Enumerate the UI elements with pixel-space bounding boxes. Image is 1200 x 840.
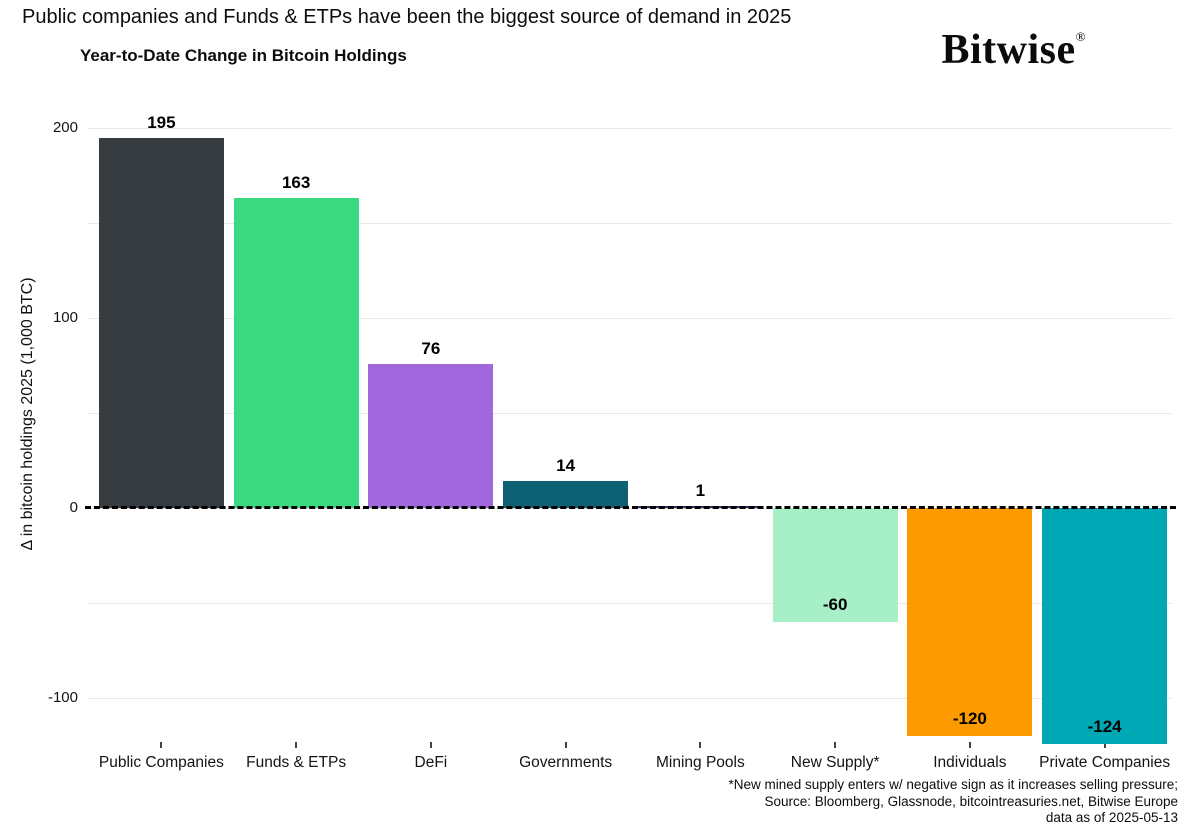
- bar-value-label: 195: [147, 112, 176, 132]
- x-axis-label-individuals: Individuals: [933, 754, 1007, 771]
- x-axis-label-private-companies: Private Companies: [1039, 754, 1171, 771]
- x-axis-label-governments: Governments: [519, 754, 613, 771]
- gridline--50: [87, 602, 1172, 604]
- y-axis-label-0: 0: [69, 499, 78, 516]
- bar-defi: [368, 363, 494, 508]
- bar-individuals: [907, 508, 1033, 736]
- y-axis-label-200: 200: [52, 119, 78, 136]
- plot-area: 195 Public Companies 163 Funds & ETPs 76 DeFi…: [85, 113, 1176, 771]
- footnote-line-3: data as of 2025-05-13: [1045, 810, 1178, 825]
- bar-value-label: 1: [695, 481, 706, 501]
- x-axis-tick: [564, 742, 567, 748]
- footnote-source: *New mined supply enters w/ negative sig…: [729, 777, 1178, 827]
- gridline-150: [87, 222, 1172, 224]
- gridline--100: [87, 697, 1172, 699]
- registered-trademark-icon: ®: [1075, 29, 1086, 44]
- y-axis-label-100: 100: [52, 309, 78, 326]
- x-axis-label-defi: DeFi: [414, 754, 448, 771]
- bar-value-label: -120: [952, 709, 987, 728]
- bar-value-label: -124: [1087, 716, 1122, 736]
- bar-value-label: 163: [281, 173, 311, 193]
- chart-subtitle: Year-to-Date Change in Bitcoin Holdings: [80, 46, 407, 65]
- bar-private-companies: [1042, 508, 1168, 744]
- gridline-50: [87, 412, 1172, 414]
- x-axis-tick: [1103, 742, 1106, 748]
- y-axis-label--100: -100: [47, 689, 78, 706]
- x-axis-tick: [968, 742, 971, 748]
- x-axis-label-new-supply-: New Supply*: [790, 754, 880, 771]
- bar-value-label: 14: [556, 456, 576, 476]
- gridline-200: [87, 127, 1172, 129]
- x-axis-label-public-companies: Public Companies: [98, 754, 224, 771]
- bitwise-logo: Bitwise®: [941, 26, 1086, 74]
- x-axis-label-mining-pools: Mining Pools: [656, 754, 745, 771]
- x-axis-tick: [160, 742, 163, 748]
- bar-new-supply-: [772, 508, 898, 622]
- x-axis-label-funds-etps: Funds & ETPs: [246, 754, 347, 771]
- x-axis-tick: [429, 742, 432, 748]
- bar-funds-etps: [233, 198, 359, 508]
- page-title: Public companies and Funds & ETPs have b…: [22, 6, 792, 28]
- gridline-100: [87, 317, 1172, 319]
- bar-value-label: 76: [421, 338, 441, 358]
- x-axis-tick: [295, 742, 298, 748]
- bitwise-logo-text: Bitwise: [941, 27, 1076, 73]
- zero-baseline-dashed: [85, 506, 1176, 509]
- x-axis-tick: [699, 742, 702, 748]
- bar-governments: [503, 481, 629, 508]
- footnote-line-1: *New mined supply enters w/ negative sig…: [728, 777, 1178, 792]
- bar-value-label: -60: [822, 595, 848, 614]
- x-axis-tick: [834, 742, 837, 748]
- footnote-line-2: Source: Bloomberg, Glassnode, bitcointre…: [764, 793, 1178, 809]
- bar-public-companies: [98, 137, 224, 508]
